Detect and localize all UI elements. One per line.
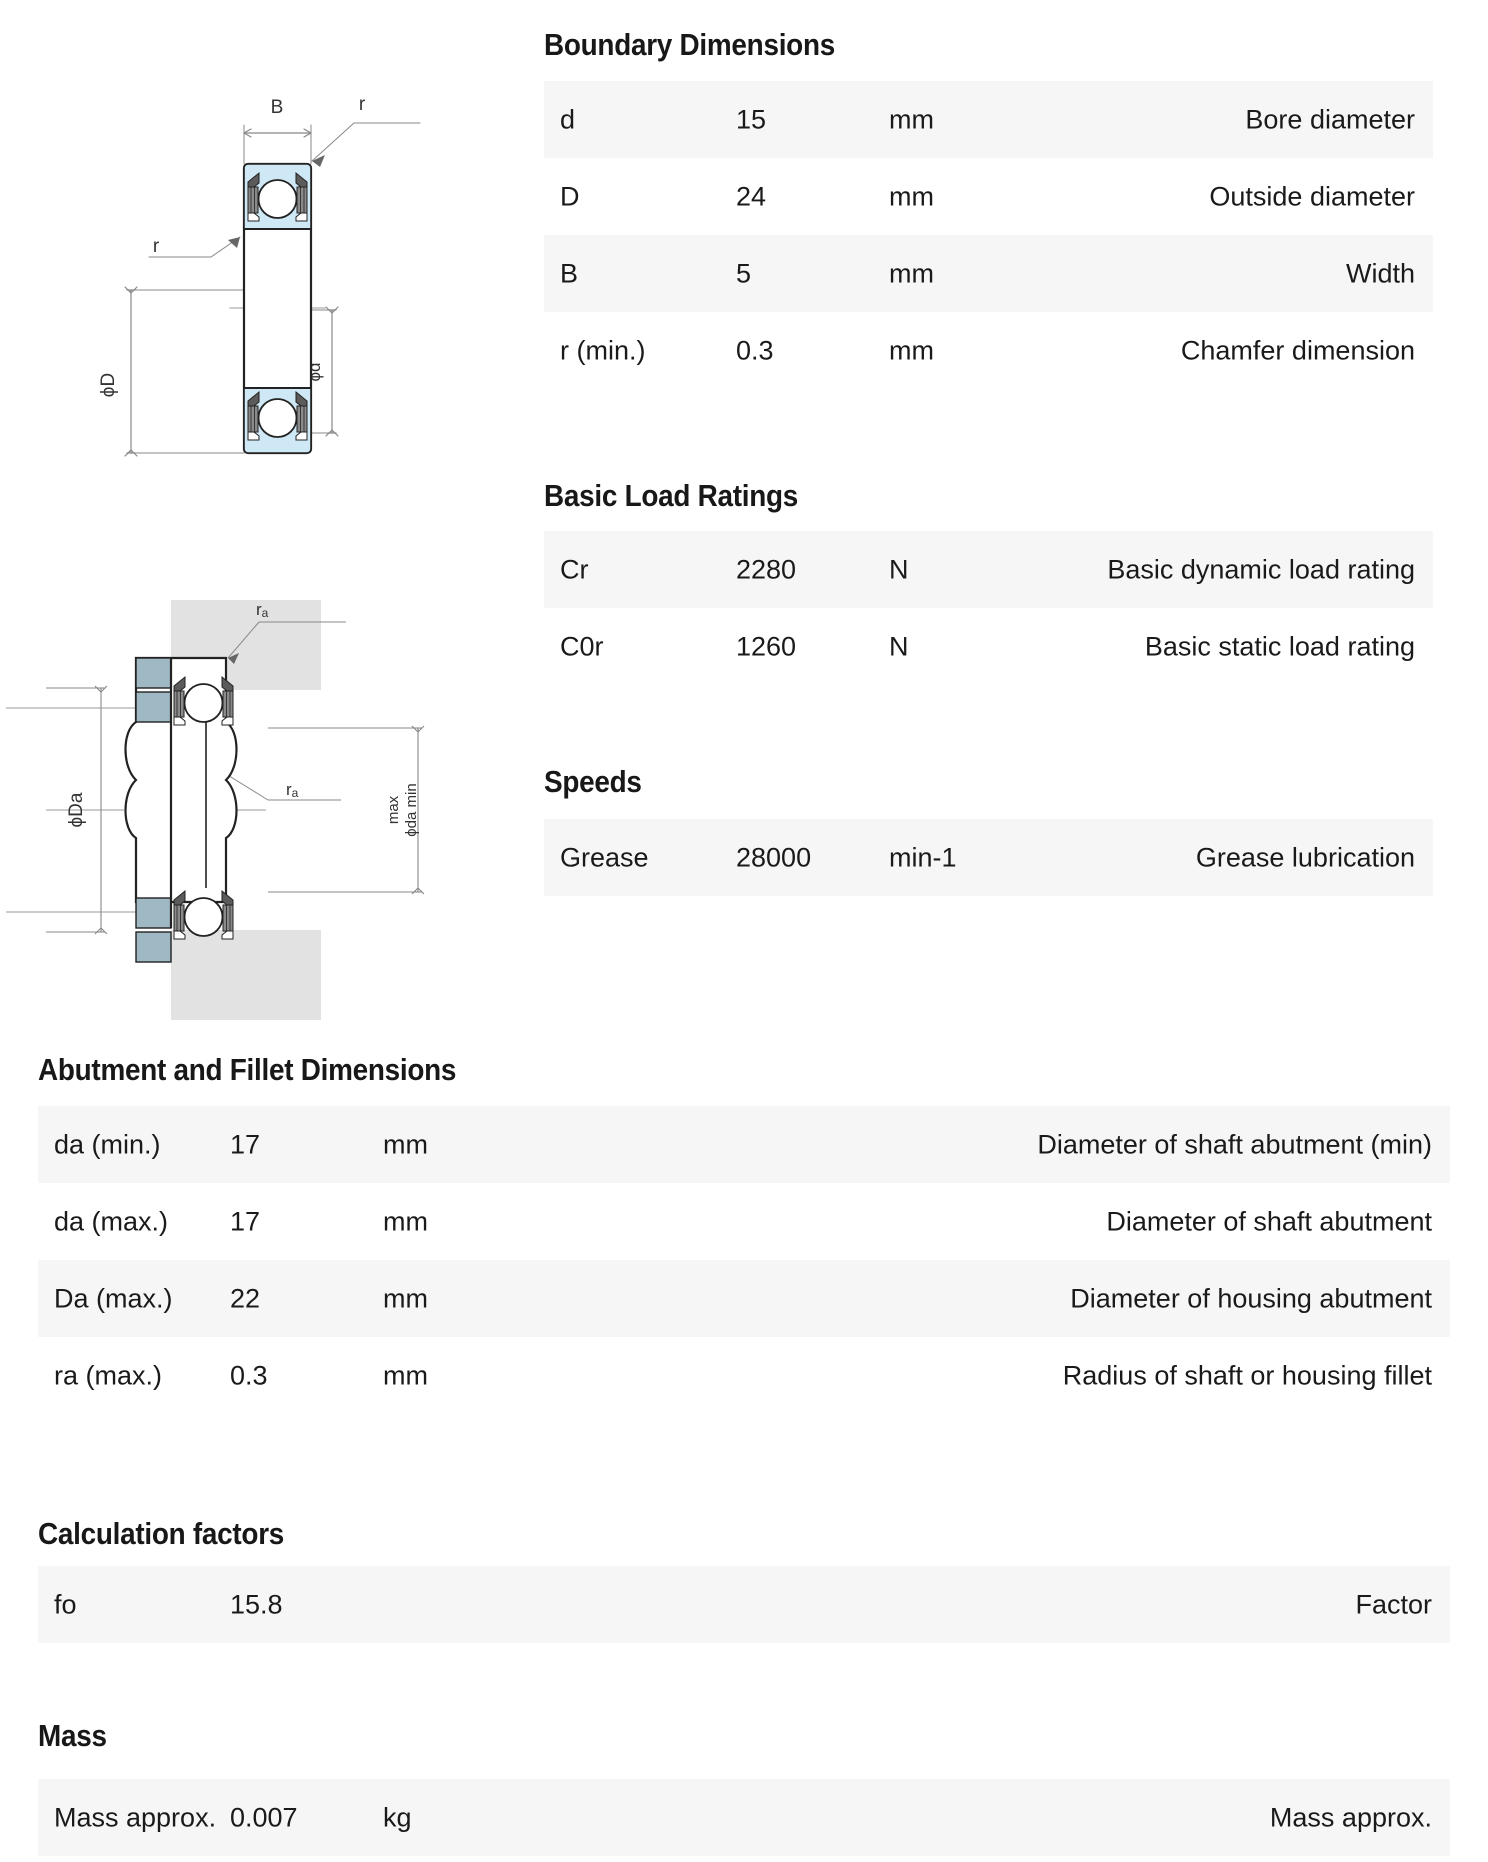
svg-text:ϕDa: ϕDa xyxy=(66,792,87,827)
svg-text:r: r xyxy=(359,94,366,115)
svg-text:r: r xyxy=(153,236,160,257)
svg-text:ϕda min: ϕda min xyxy=(403,783,420,836)
svg-text:max: max xyxy=(385,795,402,824)
svg-text:ra: ra xyxy=(286,780,299,800)
svg-text:B: B xyxy=(271,97,284,118)
svg-text:ϕD: ϕD xyxy=(98,373,119,397)
